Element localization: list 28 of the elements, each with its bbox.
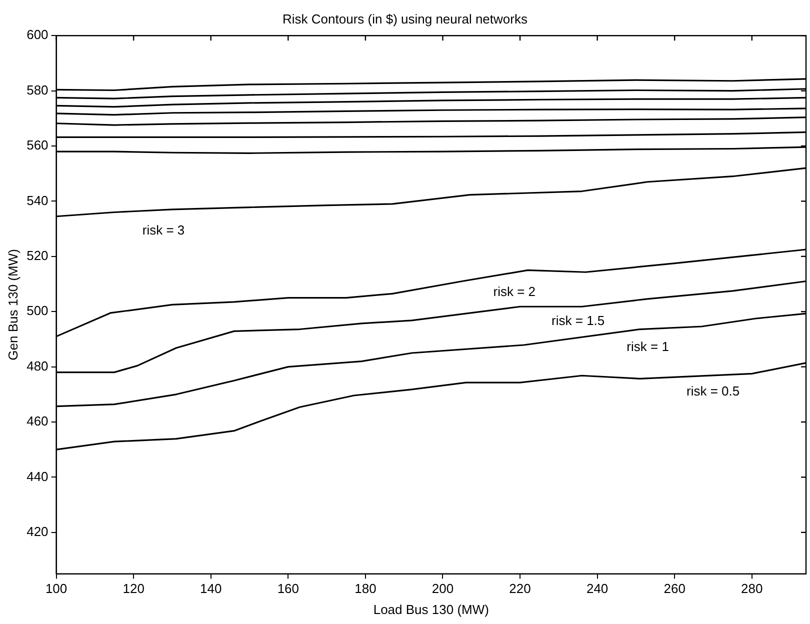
y-tick-label: 500: [26, 303, 48, 318]
series-label: risk = 1.5: [552, 312, 605, 328]
y-tick-label: 460: [26, 414, 48, 429]
x-tick-label: 260: [664, 581, 686, 596]
y-tick-label: 600: [26, 27, 48, 42]
y-tick-label: 440: [26, 468, 48, 484]
series-label: risk = 2: [493, 284, 536, 299]
y-tick-label: 580: [26, 82, 48, 98]
x-tick-label: 140: [200, 581, 222, 596]
x-tick-label: 160: [277, 581, 300, 596]
x-tick-label: 120: [122, 581, 144, 596]
x-tick-label: 240: [586, 581, 608, 596]
x-tick-label: 280: [741, 581, 763, 596]
x-tick-label: 200: [432, 581, 454, 596]
x-axis-title: Load Bus 130 (MW): [373, 602, 489, 617]
x-tick-label: 220: [509, 581, 531, 596]
y-tick-label: 420: [26, 524, 48, 539]
y-axis-title: Gen Bus 130 (MW): [5, 249, 20, 360]
x-tick-label: 180: [354, 581, 376, 596]
y-tick-label: 480: [26, 358, 48, 374]
series-label: risk = 0.5: [686, 383, 740, 398]
series-label: risk = 3: [142, 222, 185, 238]
series-label: risk = 1: [626, 338, 669, 354]
y-tick-label: 560: [26, 138, 48, 153]
chart-title: Risk Contours (in $) using neural networks: [282, 11, 528, 26]
y-tick-label: 540: [26, 192, 48, 208]
y-tick-label: 520: [26, 248, 48, 263]
x-tick-label: 100: [45, 581, 68, 596]
